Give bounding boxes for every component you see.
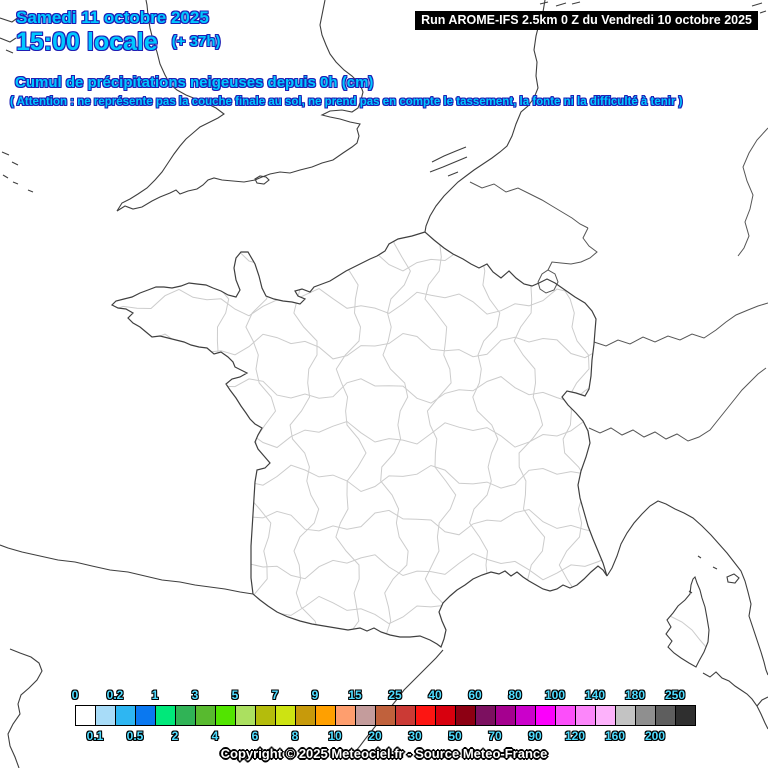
legend-boundary-label: 8 xyxy=(291,729,299,743)
department-line xyxy=(112,243,656,272)
department-line xyxy=(198,232,230,664)
department-line xyxy=(112,419,656,449)
color-scale-legend: 0 0.1 0.2 0.5 1 2 3 4 5 6 7 8 9 10 15 20 25 30 40 50 60 70 80 9… xyxy=(72,688,696,743)
department-line xyxy=(558,232,591,664)
legend-cell xyxy=(295,705,316,726)
legend-boundary-label: 5 xyxy=(231,688,239,702)
department-line xyxy=(112,507,656,536)
forecast-hour-offset: (+ 37h) xyxy=(171,33,221,50)
legend-boundary-label: 70 xyxy=(488,729,502,743)
legend-boundary-label: 0 xyxy=(71,688,79,702)
legend-boundary-label: 30 xyxy=(408,729,422,743)
legend-boundary-label: 200 xyxy=(644,729,666,743)
legend-cell xyxy=(395,705,416,726)
legend-cell xyxy=(175,705,196,726)
legend-cell xyxy=(275,705,296,726)
legend-boundary-label: 100 xyxy=(544,688,566,702)
corsica-department-line xyxy=(669,615,707,648)
legend-cell xyxy=(75,705,96,726)
legend-boundary-label: 180 xyxy=(624,688,646,702)
legend-boundary-label: 0.1 xyxy=(86,729,104,743)
legend-boundary-label: 0.5 xyxy=(126,729,144,743)
legend-cell xyxy=(135,705,156,726)
legend-cell xyxy=(575,705,596,726)
legend-cell xyxy=(635,705,656,726)
department-line xyxy=(289,232,321,664)
legend-cell xyxy=(235,705,256,726)
legend-cell xyxy=(435,705,456,726)
legend-cell xyxy=(475,705,496,726)
legend-cell xyxy=(415,705,436,726)
legend-boundary-label: 80 xyxy=(508,688,522,702)
legend-boundary-label: 2 xyxy=(171,729,179,743)
legend-cell xyxy=(535,705,556,726)
legend-boundary-label: 250 xyxy=(664,688,686,702)
forecast-time-value: 15:00 locale xyxy=(16,28,158,56)
legend-boundary-label: 1 xyxy=(151,688,159,702)
legend-cell xyxy=(335,705,356,726)
legend-boundary-label: 160 xyxy=(604,729,626,743)
legend-boundary-label: 20 xyxy=(368,729,382,743)
department-line xyxy=(335,232,367,664)
department-line xyxy=(112,551,656,581)
corsica-outline xyxy=(665,576,710,668)
department-line xyxy=(112,376,656,404)
department-line xyxy=(112,288,656,317)
map-parameter-title: Cumul de précipitations neigeuses depuis… xyxy=(15,74,374,91)
department-line xyxy=(424,232,457,664)
legend-cell xyxy=(515,705,536,726)
legend-boundary-label: 140 xyxy=(584,688,606,702)
department-line xyxy=(469,232,501,664)
legend-boundary-label: 6 xyxy=(251,729,259,743)
legend-cell xyxy=(215,705,236,726)
model-run-banner: Run AROME-IFS 2.5km 0 Z du Vendredi 10 o… xyxy=(415,11,758,30)
legend-cell xyxy=(95,705,116,726)
legend-cell xyxy=(555,705,576,726)
legend-boundary-label: 9 xyxy=(311,688,319,702)
copyright-notice: Copyright © 2025 Meteociel.fr - Source M… xyxy=(220,746,548,761)
legend-cell xyxy=(495,705,516,726)
legend-boundary-label: 25 xyxy=(388,688,402,702)
department-line xyxy=(112,332,656,361)
country-borders xyxy=(469,127,768,442)
department-line xyxy=(380,232,411,664)
legend-boundary-label: 3 xyxy=(191,688,199,702)
legend-cell xyxy=(455,705,476,726)
legend-boundary-label: 90 xyxy=(528,729,542,743)
legend-cell xyxy=(355,705,376,726)
department-line xyxy=(112,464,656,493)
parameter-warning-note: ( Attention : ne représente pas la couch… xyxy=(10,96,683,108)
department-boundaries xyxy=(112,232,656,664)
legend-cell xyxy=(675,705,696,726)
legend-boundary-label: 0.2 xyxy=(106,688,124,702)
legend-cell xyxy=(615,705,636,726)
legend-color-cells xyxy=(75,705,696,726)
legend-cell xyxy=(155,705,176,726)
legend-boundary-label: 50 xyxy=(448,729,462,743)
legend-boundary-label: 60 xyxy=(468,688,482,702)
legend-cell xyxy=(195,705,216,726)
legend-boundary-label: 4 xyxy=(211,729,219,743)
forecast-time: 15:00 locale (+ 37h) xyxy=(16,28,221,57)
legend-cell xyxy=(375,705,396,726)
legend-cell xyxy=(255,705,276,726)
legend-boundary-label: 15 xyxy=(348,688,362,702)
legend-cell xyxy=(315,705,336,726)
forecast-date: Samedi 11 octobre 2025 xyxy=(16,8,209,27)
legend-cell xyxy=(595,705,616,726)
legend-boundary-label: 10 xyxy=(328,729,342,743)
legend-cell xyxy=(115,705,136,726)
legend-boundary-label: 120 xyxy=(564,729,586,743)
legend-cell xyxy=(655,705,676,726)
department-line xyxy=(112,595,656,625)
legend-boundary-label: 40 xyxy=(428,688,442,702)
legend-boundary-label: 7 xyxy=(271,688,279,702)
